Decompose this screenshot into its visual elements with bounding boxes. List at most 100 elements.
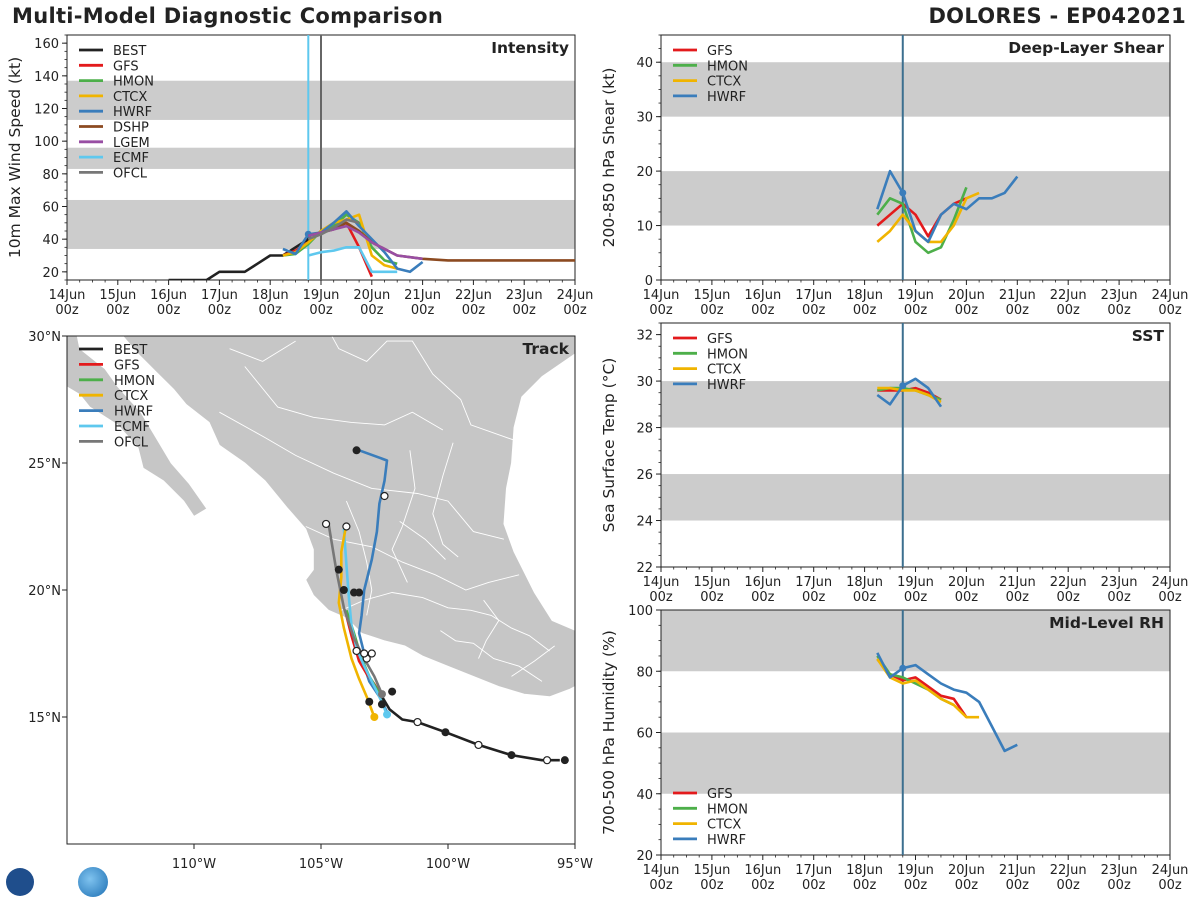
y-tick-label: 80 xyxy=(42,168,59,183)
track-marker-open xyxy=(352,646,361,656)
x-tick-label: 00z xyxy=(802,878,826,893)
y-tick-label: 24 xyxy=(636,515,653,530)
y-tick-label: 10 xyxy=(636,220,653,235)
x-tick-label: 19Jun xyxy=(897,575,934,590)
track-marker-filled xyxy=(334,565,343,574)
y-axis-label: 700-500 hPa Humidity (%) xyxy=(600,630,618,835)
x-tick-label: 20Jun xyxy=(948,288,985,303)
x-tick-label: 00z xyxy=(853,590,877,605)
y-tick-label: 32 xyxy=(636,329,653,344)
x-tick-label: 00z xyxy=(1006,878,1030,893)
legend-label-ctcx: CTCX xyxy=(114,389,148,404)
panel-title: Mid-Level RH xyxy=(1049,614,1164,632)
track-marker-filled xyxy=(339,586,348,594)
x-tick-label: 16Jun xyxy=(744,288,781,303)
x-tick-label: 00z xyxy=(462,303,486,318)
x-tick-label: 00z xyxy=(1158,303,1182,318)
x-tick-label: 22Jun xyxy=(1050,288,1087,303)
legend-label-ctcx: CTCX xyxy=(707,818,741,833)
series-hwrf xyxy=(876,169,1019,244)
x-tick-label: 00z xyxy=(955,590,979,605)
legend-label-ctcx: CTCX xyxy=(113,90,147,105)
x-tick-label: 00z xyxy=(955,878,979,893)
track-marker-filled xyxy=(355,588,364,597)
legend-label-ofcl: OFCL xyxy=(114,435,149,450)
x-tick-label: 110°W xyxy=(172,857,216,872)
shaded-band xyxy=(661,474,1170,521)
panel-title: Intensity xyxy=(491,39,569,57)
track-marker-open xyxy=(542,756,552,765)
x-tick-label: 23Jun xyxy=(1101,288,1138,303)
legend-label-gfs: GFS xyxy=(707,332,733,347)
panel-rh: 2040608010014Jun00z15Jun00z16Jun00z17Jun… xyxy=(600,604,1188,893)
x-tick-label: 00z xyxy=(802,590,826,605)
y-tick-label: 100 xyxy=(628,604,653,619)
x-tick-label: 00z xyxy=(853,878,877,893)
track-marker-open xyxy=(342,522,351,531)
x-tick-label: 24Jun xyxy=(1152,288,1189,303)
mainland xyxy=(67,336,575,698)
x-tick-label: 00z xyxy=(1057,303,1081,318)
y-tick-label: 40 xyxy=(636,788,653,803)
x-tick-label: 00z xyxy=(106,303,130,318)
x-tick-label: 21Jun xyxy=(999,575,1036,590)
x-tick-label: 20Jun xyxy=(948,575,985,590)
x-tick-label: 23Jun xyxy=(1101,575,1138,590)
legend-label-ctcx: CTCX xyxy=(707,363,741,378)
shaded-band xyxy=(661,171,1170,226)
legend-label-hwrf: HWRF xyxy=(113,105,152,120)
x-tick-label: 00z xyxy=(1057,590,1081,605)
legend-label-gfs: GFS xyxy=(114,358,140,373)
x-tick-label: 15Jun xyxy=(693,288,730,303)
x-tick-label: 00z xyxy=(309,303,333,318)
series-ecmf xyxy=(307,246,398,274)
legend-label-hmon: HMON xyxy=(707,59,748,74)
legend-label-gfs: GFS xyxy=(113,59,139,74)
x-tick-label: 17Jun xyxy=(795,863,832,878)
y-tick-label: 20 xyxy=(636,849,653,864)
track-marker-filled xyxy=(388,687,397,696)
y-tick-label: 30°N xyxy=(28,330,61,345)
y-tick-label: 160 xyxy=(34,37,59,52)
panel-sst: 22242628303214Jun00z15Jun00z16Jun00z17Ju… xyxy=(600,322,1188,605)
legend-label-ofcl: OFCL xyxy=(113,166,148,181)
legend-label-hmon: HMON xyxy=(707,347,748,362)
x-tick-label: 19Jun xyxy=(897,288,934,303)
x-tick-label: 00z xyxy=(1158,590,1182,605)
panel-title: Track xyxy=(523,340,570,358)
track-marker-open xyxy=(413,717,422,727)
state-border xyxy=(229,340,296,362)
x-tick-label: 00z xyxy=(513,303,537,318)
x-tick-label: 00z xyxy=(1107,303,1131,318)
x-tick-label: 18Jun xyxy=(846,288,883,303)
track-hwrf xyxy=(357,449,389,713)
track-marker-filled xyxy=(377,700,386,709)
y-axis-label: 200-850 hPa Shear (kt) xyxy=(600,68,618,248)
track-marker-filled xyxy=(560,756,569,765)
x-tick-label: 24Jun xyxy=(1152,863,1189,878)
x-tick-label: 17Jun xyxy=(795,288,832,303)
x-tick-label: 00z xyxy=(649,878,673,893)
x-tick-label: 15Jun xyxy=(99,288,136,303)
x-tick-label: 18Jun xyxy=(252,288,289,303)
x-tick-label: 95°W xyxy=(557,857,593,872)
x-tick-label: 00z xyxy=(700,303,724,318)
x-tick-label: 21Jun xyxy=(404,288,441,303)
globe-icon xyxy=(78,867,108,897)
state-border xyxy=(244,366,444,431)
legend-label-gfs: GFS xyxy=(707,787,733,802)
y-tick-label: 30 xyxy=(636,375,653,390)
x-tick-label: 23Jun xyxy=(506,288,543,303)
x-tick-label: 00z xyxy=(1006,303,1030,318)
legend-label-gfs: GFS xyxy=(707,44,733,59)
x-tick-label: 00z xyxy=(259,303,283,318)
x-tick-label: 19Jun xyxy=(897,863,934,878)
y-tick-label: 80 xyxy=(636,665,653,680)
x-tick-label: 00z xyxy=(904,878,928,893)
track-marker-open xyxy=(380,491,389,501)
series-hmon xyxy=(876,186,968,255)
x-tick-label: 00z xyxy=(700,590,724,605)
x-tick-label: 00z xyxy=(1107,878,1131,893)
page-title: Multi-Model Diagnostic Comparison xyxy=(12,4,444,28)
